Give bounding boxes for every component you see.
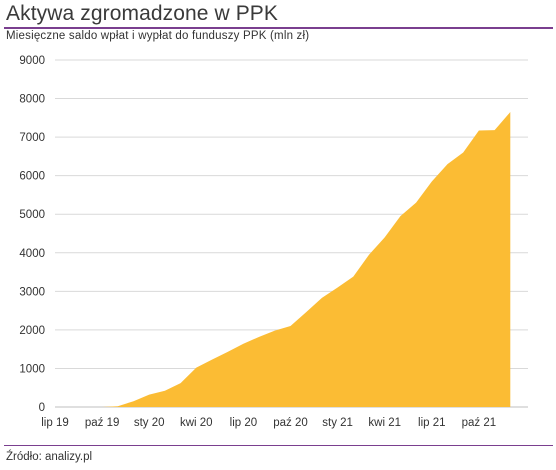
x-tick-label: lip 21 <box>418 417 446 429</box>
y-tick-label: 7000 <box>19 132 45 144</box>
x-tick-label: paź 19 <box>85 417 120 429</box>
x-tick-label: paź 20 <box>273 417 308 429</box>
ppk-area-chart: 0 1000 2000 3000 4000 5000 6000 7000 8000 9000 lip… <box>19 55 528 429</box>
y-tick-label: 2000 <box>19 325 45 337</box>
x-tick-label: lip 19 <box>41 417 69 429</box>
chart-title: Aktywa zgromadzone w PPK <box>6 2 279 25</box>
area-ppk-assets <box>55 112 511 408</box>
y-tick-label: 0 <box>39 402 45 414</box>
title-divider <box>4 27 553 29</box>
axis-labels: 0 1000 2000 3000 4000 5000 6000 7000 8000 9000 lip… <box>19 55 496 429</box>
x-tick-label: kwi 21 <box>368 417 401 429</box>
y-tick-label: 6000 <box>19 171 45 183</box>
x-tick-label: lip 20 <box>230 417 258 429</box>
chart-subtitle: Miesięczne saldo wpłat i wypłat do fundu… <box>6 30 310 42</box>
y-tick-label: 8000 <box>19 94 45 106</box>
area-series <box>55 112 511 408</box>
x-tick-label: sty 21 <box>322 417 353 429</box>
y-tick-label: 4000 <box>19 248 45 260</box>
y-tick-label: 3000 <box>19 286 45 298</box>
source-note: Źródło: analizy.pl <box>6 451 93 463</box>
x-tick-label: sty 20 <box>134 417 165 429</box>
y-tick-label: 9000 <box>19 55 45 67</box>
y-tick-label: 5000 <box>19 209 45 221</box>
y-tick-label: 1000 <box>19 363 45 375</box>
footer-divider <box>4 445 553 446</box>
x-tick-label: kwi 20 <box>180 417 213 429</box>
x-tick-label: paź 21 <box>462 417 497 429</box>
